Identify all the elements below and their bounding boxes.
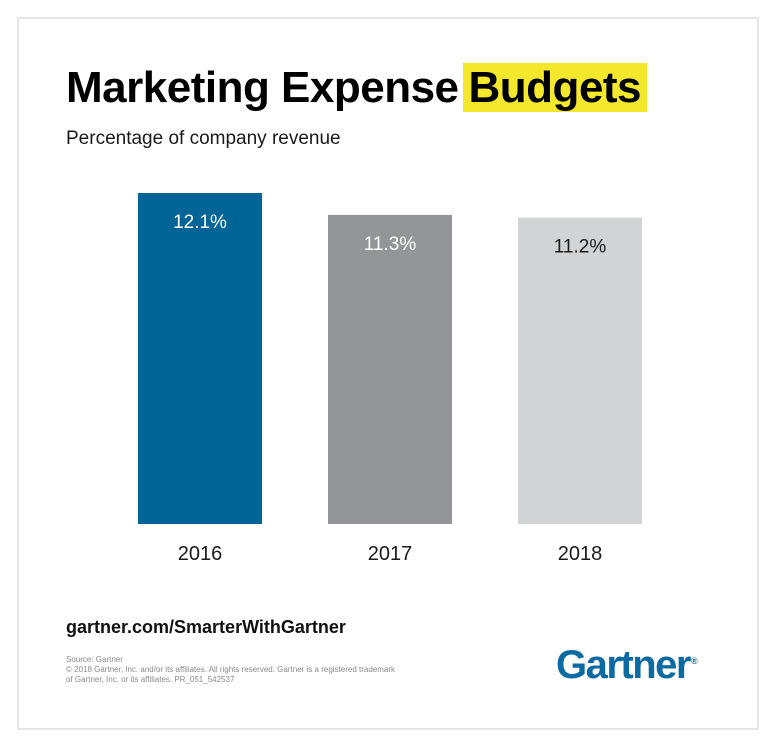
copyright-line: of Gartner, Inc. or its affiliates. PR_0…	[66, 675, 235, 684]
x-tick-label: 2018	[558, 543, 603, 565]
title-main: Marketing Expense	[66, 63, 459, 112]
bar-value-label: 11.2%	[554, 237, 607, 258]
bar-2016	[138, 193, 262, 524]
source-link[interactable]: gartner.com/SmarterWithGartner	[66, 617, 346, 637]
x-tick-label: 2016	[178, 543, 223, 565]
x-tick-label: 2017	[368, 543, 413, 565]
registered-mark: ®	[691, 655, 698, 666]
gartner-logo: Gartner®	[556, 643, 698, 688]
source-line: Source: Gartner	[66, 655, 123, 664]
source-note: Source: Gartner © 2018 Gartner, Inc. and…	[66, 655, 496, 685]
bar-value-label: 11.3%	[364, 234, 417, 255]
copyright-line: © 2018 Gartner, Inc. and/or its affiliat…	[66, 665, 396, 674]
chart-subtitle: Percentage of company revenue	[66, 128, 341, 149]
bar-2017	[328, 214, 452, 525]
title-highlight: Budgets	[462, 63, 648, 112]
chart-title: Marketing Expense Budgets	[66, 60, 648, 116]
bar-2018	[518, 217, 642, 525]
logo-text: Gartner	[556, 643, 692, 687]
bar-value-label: 12.1%	[173, 212, 227, 233]
